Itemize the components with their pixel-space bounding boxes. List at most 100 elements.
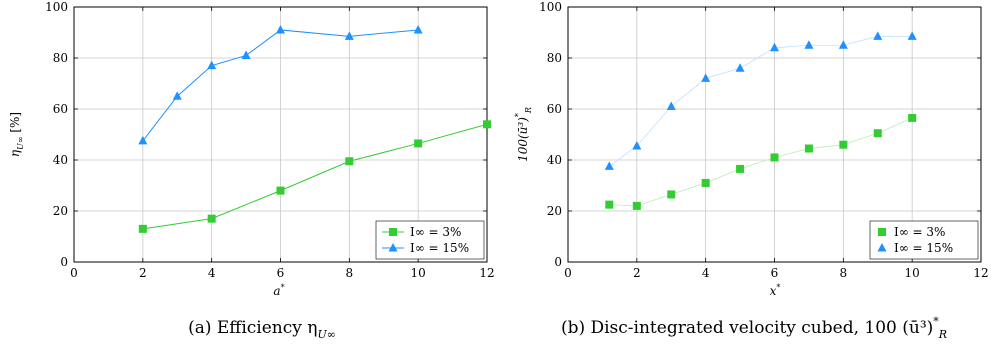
- y-tick-label: 40: [547, 153, 562, 167]
- data-point-square: [804, 144, 813, 153]
- legend-label: I∞ = 15%: [410, 241, 469, 255]
- data-point-triangle: [735, 63, 745, 72]
- y-tick-label: 80: [547, 51, 562, 65]
- legend-marker-square: [389, 228, 397, 236]
- legend-box: [869, 220, 979, 260]
- y-tick-label: 100: [539, 0, 562, 14]
- data-point-square: [483, 120, 491, 129]
- caption-sub: U∞: [317, 328, 335, 341]
- legend: I∞ = 3% I∞ = 15%: [869, 220, 979, 260]
- data-point-square: [839, 140, 848, 149]
- x-tick-label: 12: [973, 266, 988, 280]
- data-point-square: [138, 224, 147, 233]
- data-point-triangle: [770, 42, 779, 52]
- data-point-triangle: [604, 161, 614, 170]
- y-tick-label: 60: [53, 102, 68, 116]
- data-point-triangle: [207, 60, 217, 70]
- series-line: [142, 123, 488, 230]
- y-axis-label-sup: *: [514, 113, 523, 117]
- x-tick-label: 2: [139, 266, 147, 280]
- series-line: [609, 117, 913, 207]
- data-point-square: [908, 113, 917, 122]
- caption-main: (a) Efficiency η: [188, 318, 317, 338]
- x-tick-label: 0: [70, 266, 78, 280]
- legend-marker-triangle: [388, 243, 398, 252]
- y-axis-label-main: η: [8, 149, 22, 157]
- series-line: [609, 35, 913, 167]
- legend-marker-triangle: [877, 243, 887, 252]
- data-point-triangle: [838, 40, 848, 49]
- data-point-triangle: [666, 101, 676, 110]
- x-tick-label: 6: [277, 266, 285, 280]
- series-0: [138, 120, 491, 233]
- x-tick-label: 10: [411, 266, 426, 280]
- x-tick-label: 10: [905, 266, 920, 280]
- series-0: [605, 113, 917, 210]
- data-point-triangle: [138, 135, 148, 145]
- x-tick-label: 4: [702, 266, 710, 280]
- data-point-triangle: [907, 31, 917, 40]
- series-1: [604, 31, 917, 170]
- data-point-triangle: [632, 140, 642, 150]
- caption-main: (b) Disc-integrated velocity cubed, 100 …: [561, 318, 933, 338]
- x-tick-label: 0: [564, 266, 572, 280]
- data-point-square: [414, 139, 423, 148]
- y-axis-label-sub: U∞: [16, 136, 25, 149]
- y-tick-label: 0: [554, 255, 562, 269]
- legend-label: I∞ = 3%: [410, 225, 461, 239]
- y-axis-label: ηU∞ [%]: [8, 112, 25, 157]
- data-point-square: [770, 153, 779, 162]
- x-tick-label: 12: [479, 266, 494, 280]
- data-point-square: [276, 186, 285, 195]
- y-axis-label-unit: [%]: [8, 112, 22, 137]
- y-tick-label: 0: [60, 255, 68, 269]
- data-point-triangle: [804, 40, 814, 49]
- legend-marker-square: [878, 228, 886, 236]
- x-tick-label: 2: [633, 266, 641, 280]
- panel-caption: (a) Efficiency ηU∞: [188, 318, 336, 341]
- y-tick-label: 40: [53, 153, 68, 167]
- x-tick-label: 6: [771, 266, 779, 280]
- caption-sup: *: [933, 315, 939, 328]
- data-point-triangle: [701, 73, 711, 82]
- data-point-triangle: [241, 50, 251, 59]
- series-1: [138, 24, 423, 145]
- x-axis-label-main: a: [273, 284, 280, 298]
- x-axis-label-main: x: [770, 284, 777, 298]
- data-point-triangle: [344, 31, 354, 40]
- data-point-square: [667, 190, 676, 199]
- y-tick-label: 60: [547, 102, 562, 116]
- legend-label: I∞ = 15%: [894, 241, 953, 255]
- panel-caption: (b) Disc-integrated velocity cubed, 100 …: [561, 315, 947, 341]
- y-axis-label-main: 100(ū³): [516, 117, 530, 162]
- y-axis-label-sub: R: [524, 107, 533, 114]
- data-point-triangle: [413, 24, 423, 34]
- x-tick-label: 8: [346, 266, 354, 280]
- data-point-triangle: [172, 91, 182, 100]
- y-tick-label: 20: [53, 204, 68, 218]
- data-point-square: [207, 214, 216, 223]
- x-axis-label: x*: [770, 283, 781, 298]
- data-point-square: [632, 201, 641, 210]
- legend-label: I∞ = 3%: [894, 225, 945, 239]
- data-point-triangle: [276, 24, 285, 34]
- data-point-triangle: [873, 31, 883, 40]
- data-point-square: [736, 164, 745, 173]
- legend: I∞ = 3% I∞ = 15%: [375, 220, 485, 260]
- data-point-square: [701, 178, 710, 187]
- x-axis-label-sup: *: [281, 283, 285, 292]
- y-tick-label: 80: [53, 51, 68, 65]
- legend-box: [375, 220, 485, 260]
- y-axis-label: 100(ū³)*R: [514, 107, 533, 162]
- y-tick-label: 20: [547, 204, 562, 218]
- data-point-square: [345, 157, 354, 166]
- y-tick-label: 100: [45, 0, 68, 14]
- x-axis-label-sup: *: [776, 283, 780, 292]
- x-axis-label: a*: [273, 283, 284, 298]
- data-point-square: [873, 129, 882, 138]
- x-tick-label: 8: [840, 266, 848, 280]
- x-tick-label: 4: [208, 266, 216, 280]
